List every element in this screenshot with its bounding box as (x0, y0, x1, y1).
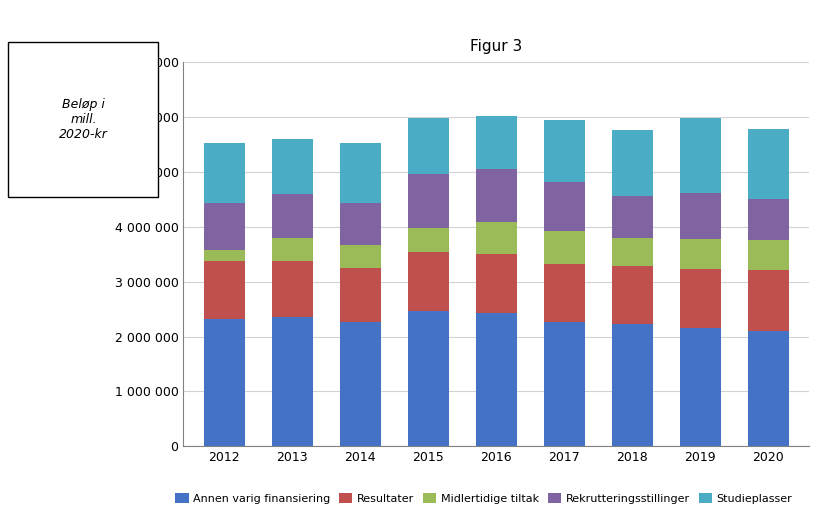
Bar (612, 130, 652, 196)
Bar (203, 203, 244, 251)
Bar (544, 322, 585, 446)
Bar (476, 223, 516, 254)
Bar (476, 313, 516, 446)
Bar (544, 231, 585, 264)
Bar (748, 270, 789, 331)
Bar (680, 268, 721, 328)
Bar (408, 174, 449, 228)
Bar (612, 324, 652, 446)
Bar (408, 311, 449, 446)
Bar (680, 194, 721, 239)
Legend: Annen varig finansiering, Resultater, Midlertidige tiltak, Rekrutteringsstilling: Annen varig finansiering, Resultater, Mi… (171, 489, 796, 508)
Bar (680, 118, 721, 194)
Bar (748, 129, 789, 199)
Bar (272, 317, 313, 446)
Bar (476, 169, 516, 223)
Bar (340, 245, 380, 268)
Bar (203, 262, 244, 319)
Bar (408, 118, 449, 174)
Bar (340, 203, 380, 245)
Bar (203, 319, 244, 446)
Bar (340, 143, 380, 203)
Bar (544, 183, 585, 231)
Bar (612, 196, 652, 238)
Bar (203, 251, 244, 262)
Title: Figur 3: Figur 3 (470, 39, 522, 54)
Bar (748, 331, 789, 446)
Bar (612, 266, 652, 324)
Bar (272, 194, 313, 238)
Bar (748, 240, 789, 270)
Bar (680, 328, 721, 446)
Bar (544, 120, 585, 183)
Bar (340, 268, 380, 322)
Bar (612, 238, 652, 266)
Text: Beløp i
mill.
2020-kr: Beløp i mill. 2020-kr (59, 98, 108, 141)
Bar (476, 254, 516, 313)
Bar (272, 238, 313, 262)
Bar (408, 252, 449, 311)
Bar (408, 228, 449, 252)
Bar (476, 116, 516, 169)
Bar (748, 199, 789, 240)
Bar (272, 139, 313, 194)
Bar (544, 264, 585, 322)
Bar (340, 322, 380, 446)
Bar (203, 143, 244, 203)
Bar (680, 239, 721, 268)
Bar (272, 262, 313, 317)
